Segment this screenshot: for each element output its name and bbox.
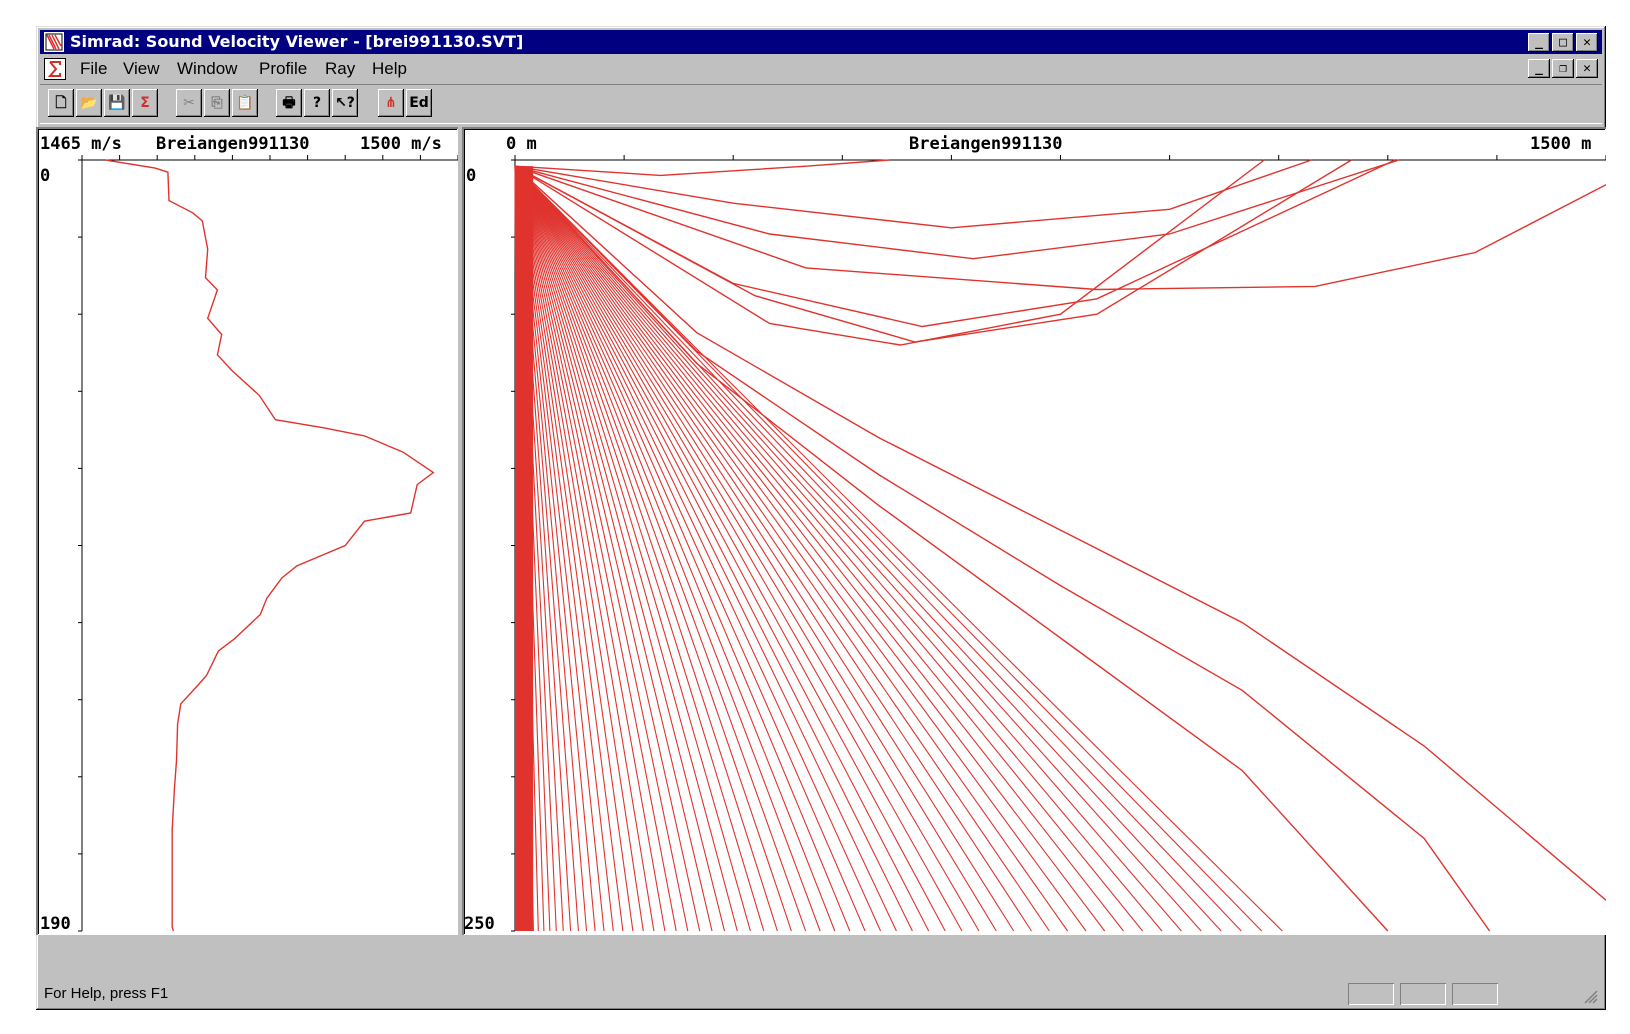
velocity-profile-pane[interactable]: 1465 m/s Breiangen991130 1500 m/s 0 190 (36, 127, 458, 935)
status-text: For Help, press F1 (44, 985, 169, 1002)
window-title: Simrad: Sound Velocity Viewer - [brei991… (70, 32, 524, 51)
ray-fan-47 (514, 165, 1050, 932)
ray-fan-46 (514, 165, 1032, 932)
ray-fan-43 (514, 165, 980, 932)
ray-fan-50 (514, 165, 1106, 932)
ray-path-0 (514, 159, 890, 177)
ray-fan-29 (514, 165, 765, 932)
maximize-button[interactable]: □ (1552, 33, 1574, 52)
ray-fan-28 (514, 165, 751, 932)
menu-help[interactable]: Help (372, 59, 407, 78)
status-panel-1 (1348, 983, 1394, 1005)
ray-fan-33 (514, 165, 821, 932)
ray-fan-49 (514, 165, 1087, 932)
ray-fan-40 (514, 165, 930, 932)
profile-depth-top-label: 0 (40, 166, 50, 186)
ray-fan-25 (514, 166, 713, 932)
ray-fan-54 (514, 165, 1182, 932)
new-file-icon[interactable]: 🗋 (48, 89, 74, 117)
ray-fan-24 (514, 166, 701, 932)
ray-path-5 (514, 159, 1265, 346)
ray-depth-bottom-label: 250 (464, 914, 495, 934)
profile-title: Breiangen991130 (156, 134, 310, 154)
edit-icon[interactable]: Ed (406, 89, 432, 117)
status-bar: For Help, press F1 (40, 980, 1602, 1006)
ray-path-9 (514, 165, 1389, 932)
ray-fan-45 (514, 165, 1015, 932)
status-panel-2 (1400, 983, 1446, 1005)
ray-fan-35 (514, 165, 851, 932)
ray-path-8 (514, 165, 1491, 932)
ray-fan-23 (514, 166, 689, 932)
menu-ray[interactable]: Ray (325, 59, 356, 78)
document-system-menu-icon[interactable] (44, 58, 66, 80)
ray-trace-chart: 0 m Breiangen991130 1500 m 0 250 (464, 134, 1606, 934)
velocity-profile-chart: 1465 m/s Breiangen991130 1500 m/s 0 190 (40, 134, 458, 934)
ray-fan-26 (514, 165, 726, 932)
ray-fan-41 (514, 165, 946, 932)
ray-fan-57 (514, 165, 1242, 932)
cut-icon[interactable]: ✂ (176, 89, 202, 117)
app-icon (44, 32, 64, 52)
menu-window[interactable]: Window (177, 59, 238, 78)
resize-grip-icon[interactable] (1582, 988, 1598, 1004)
document-close-button[interactable]: ✕ (1576, 59, 1598, 78)
ray-source-band (515, 166, 534, 932)
toolbar: 🗋 📂 💾 Σ ✂ ⎘ 📋 🖶 ? ↖? ⋔ Ed (40, 84, 1602, 124)
sound-velocity-series-0 (105, 159, 435, 932)
menu-view[interactable]: View (123, 59, 160, 78)
open-folder-icon[interactable]: 📂 (76, 89, 102, 117)
document-restore-button[interactable]: ❐ (1552, 59, 1574, 78)
ray-fan-55 (514, 165, 1202, 932)
ray-fan-53 (514, 165, 1163, 932)
ray-fan-27 (514, 165, 738, 932)
ray-title: Breiangen991130 (909, 134, 1063, 154)
title-bar[interactable]: Simrad: Sound Velocity Viewer - [brei991… (40, 30, 1602, 54)
app-window: Simrad: Sound Velocity Viewer - [brei991… (36, 26, 1606, 1010)
ray-fan-48 (514, 165, 1069, 932)
menu-bar: File View Window Profile Ray Help _ ❐ ✕ (40, 56, 1602, 82)
save-icon[interactable]: 💾 (104, 89, 130, 117)
ray-fan-36 (514, 165, 866, 932)
ray-fan-44 (514, 165, 997, 932)
status-panel-3 (1452, 983, 1498, 1005)
ray-fan-31 (514, 165, 792, 932)
ray-path-1 (514, 159, 1312, 229)
menu-file[interactable]: File (80, 59, 108, 78)
ray-x-min-label: 0 m (506, 134, 537, 154)
document-minimize-button[interactable]: _ (1528, 59, 1550, 78)
ray-fan-30 (514, 165, 778, 932)
ray-path-6 (514, 165, 1606, 291)
copy-icon[interactable]: ⎘ (204, 89, 230, 117)
ray-x-max-label: 1500 m (1530, 134, 1591, 154)
ray-fan-42 (514, 165, 963, 932)
ray-trace-pane[interactable]: 0 m Breiangen991130 1500 m 0 250 (462, 127, 1606, 935)
print-icon[interactable]: 🖶 (276, 89, 302, 117)
paste-icon[interactable]: 📋 (232, 89, 258, 117)
profile-x-min-label: 1465 m/s (40, 134, 122, 154)
ray-path-2 (514, 159, 1399, 260)
ray-fan-51 (514, 165, 1124, 932)
ray-fan-52 (514, 165, 1144, 932)
ray-fan-34 (514, 165, 836, 932)
ray-fan-32 (514, 165, 807, 932)
sigma-icon[interactable]: Σ (132, 89, 158, 117)
ray-fan-37 (514, 165, 882, 932)
minimize-button[interactable]: _ (1528, 33, 1550, 52)
ray-fan-39 (514, 165, 913, 932)
ray-path-7 (514, 165, 1606, 901)
ray-depth-top-label: 0 (466, 166, 476, 186)
menu-profile[interactable]: Profile (259, 59, 308, 78)
profile-depth-bottom-label: 190 (40, 914, 71, 934)
close-button[interactable]: ✕ (1576, 33, 1598, 52)
ray-trace-icon[interactable]: ⋔ (378, 89, 404, 117)
ray-fan-38 (514, 165, 897, 932)
context-help-icon[interactable]: ↖? (332, 89, 358, 117)
help-icon[interactable]: ? (304, 89, 330, 117)
ray-fan-59 (514, 165, 1283, 932)
profile-x-max-label: 1500 m/s (360, 134, 442, 154)
